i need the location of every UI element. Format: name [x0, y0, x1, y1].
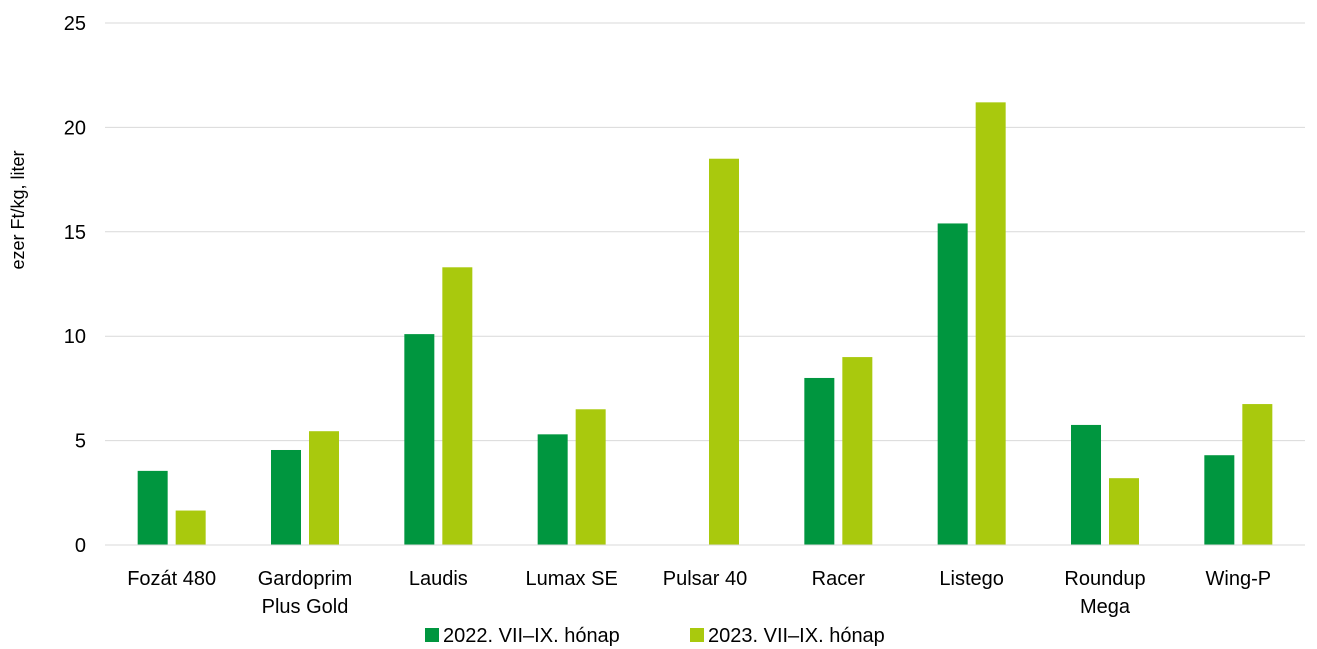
x-axis-ticks: Fozát 480 Gardoprim Plus Gold Laudis Lumax S…: [127, 568, 1271, 618]
x-tick-label: Roundup: [1064, 568, 1145, 590]
x-tick-label: Gardoprim: [258, 568, 352, 590]
bar-2022: [1204, 455, 1235, 545]
bar-2022: [804, 377, 835, 545]
y-tick-label: 20: [64, 117, 86, 139]
bar-2022: [404, 334, 435, 545]
bar-2023: [709, 158, 739, 545]
y-tick-label: 5: [75, 431, 86, 453]
x-tick-label: Pulsar 40: [663, 568, 748, 590]
bar-2023: [442, 267, 473, 545]
x-tick-label: Listego: [939, 568, 1004, 590]
bar-2023: [175, 510, 206, 545]
bars: [137, 102, 1273, 546]
bar-2022: [1071, 424, 1101, 545]
bar-2023: [1242, 404, 1273, 545]
bar-2023: [1109, 478, 1139, 545]
y-tick-label: 0: [75, 535, 86, 557]
x-tick-label: Laudis: [409, 568, 468, 590]
gridlines: [105, 22, 1305, 442]
x-tick-label: Lumax SE: [526, 568, 618, 590]
y-tick-label: 15: [64, 222, 86, 244]
bar-2023: [575, 409, 606, 545]
bar-2023: [309, 431, 339, 545]
x-tick-label: Plus Gold: [262, 596, 349, 618]
x-tick-label: Fozát 480: [127, 568, 216, 590]
y-tick-label: 10: [64, 326, 86, 348]
bar-2023: [842, 357, 873, 545]
x-tick-label: Racer: [812, 568, 866, 590]
bar-2023: [975, 102, 1006, 546]
legend-swatch-2022: [425, 628, 439, 642]
legend: 2022. VII–IX. hónap 2023. VII–IX. hónap: [425, 625, 885, 647]
x-tick-label: Wing-P: [1206, 568, 1272, 590]
y-axis-ticks: 0 5 10 15 20 25: [64, 13, 86, 557]
legend-label-2023: 2023. VII–IX. hónap: [708, 625, 885, 647]
bar-2022: [537, 434, 568, 545]
x-tick-label: Mega: [1080, 596, 1131, 618]
bar-2022: [137, 470, 168, 545]
y-axis-title: ezer Ft/kg, liter: [8, 150, 28, 269]
legend-label-2022: 2022. VII–IX. hónap: [443, 625, 620, 647]
y-tick-label: 25: [64, 13, 86, 35]
bar-2022: [937, 223, 968, 545]
bar-2022: [271, 449, 301, 545]
legend-swatch-2023: [690, 628, 704, 642]
